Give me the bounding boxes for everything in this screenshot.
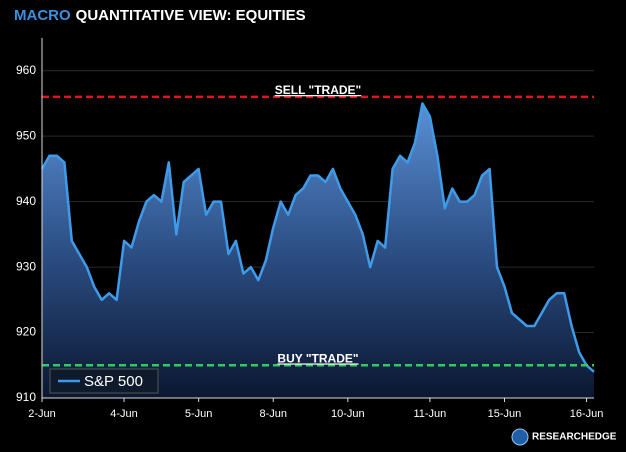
y-tick-label: 940	[16, 194, 36, 208]
reference-label: BUY "TRADE"	[277, 351, 358, 365]
y-tick-label: 920	[16, 325, 36, 339]
y-tick-label: 960	[16, 63, 36, 77]
x-tick-label: 15-Jun	[488, 408, 522, 420]
title-part: MACRO	[14, 7, 71, 24]
logo-globe	[511, 428, 529, 446]
reference-label: SELL "TRADE"	[275, 83, 362, 97]
legend: S&P 500	[49, 368, 159, 394]
x-tick-label: 8-Jun	[259, 408, 287, 420]
line	[40, 102, 595, 373]
area	[42, 103, 594, 398]
y-tick-label: 950	[16, 128, 36, 142]
title-part: QUANTITATIVE VIEW: EQUITIES	[76, 7, 306, 24]
y-tick-label: 930	[16, 259, 36, 273]
logo-text: RESEARCHEDGE	[532, 432, 617, 443]
x-tick-label: 16-Jun	[570, 408, 604, 420]
x-tick-label: 10-Jun	[331, 408, 365, 420]
plot-area: 910 920 930 940 950 960 SELL "TRADE" BUY "TRADE…	[16, 38, 603, 420]
x-tick-label: 5-Jun	[185, 408, 213, 420]
x-tick-label: 11-Jun	[413, 408, 446, 420]
chart-title: MACRO QUANTITATIVE VIEW: EQUITIES	[14, 7, 306, 24]
legend-label: S&P 500	[84, 373, 143, 390]
x-tick-label: 4-Jun	[110, 408, 138, 420]
y-tick-label: 910	[16, 390, 36, 404]
x-tick-label: 2-Jun	[28, 408, 56, 420]
